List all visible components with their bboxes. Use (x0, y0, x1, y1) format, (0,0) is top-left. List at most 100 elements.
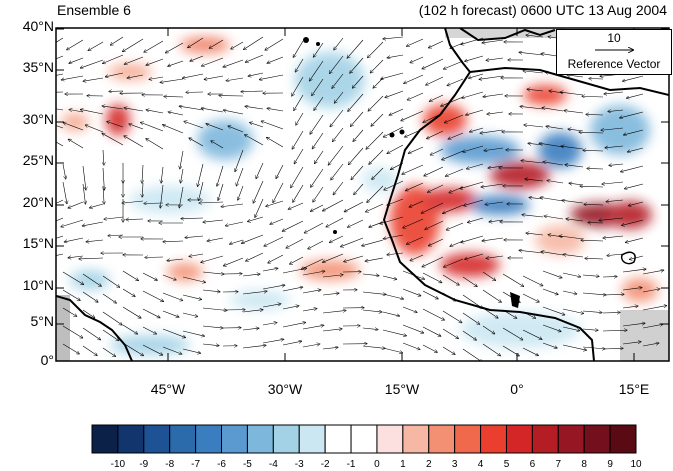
wind-vector (602, 294, 624, 295)
wind-vector (262, 323, 277, 326)
island (316, 42, 320, 46)
wind-vector (202, 290, 220, 292)
wind-vector (163, 125, 184, 134)
wind-vector (282, 220, 304, 231)
wind-vector (122, 200, 144, 203)
wind-vector (242, 328, 259, 331)
wind-vector (253, 180, 264, 203)
wind-vector (642, 270, 664, 275)
wind-vector (211, 141, 224, 149)
wind-vector (80, 109, 104, 115)
wind-vector (209, 39, 224, 48)
wind-vector (61, 75, 84, 80)
wind-vector (382, 329, 406, 336)
wind-vector (63, 123, 84, 131)
wind-vector (164, 96, 184, 97)
wind-vector (259, 74, 284, 80)
wind-vector (383, 36, 404, 39)
wind-vector (267, 56, 284, 63)
wind-vector (61, 219, 84, 227)
wind-vector (383, 126, 404, 137)
wind-vector (354, 183, 364, 195)
wind-vector (198, 163, 204, 186)
wind-vector (502, 327, 523, 340)
anomaly-patch (440, 253, 500, 277)
wind-vector (334, 91, 344, 103)
wind-vector (265, 38, 284, 50)
wind-vector (122, 270, 138, 280)
wind-vector (542, 324, 561, 331)
wind-vector (103, 54, 124, 63)
wind-vector (562, 308, 584, 314)
wind-vector (242, 234, 264, 243)
wind-vector (567, 75, 584, 78)
anomaly-patch (61, 113, 89, 131)
wind-vector (524, 125, 544, 128)
wind-vector (586, 114, 604, 115)
wind-vector (382, 293, 403, 299)
wind-vector (447, 78, 464, 86)
colorbar-label: -6 (217, 459, 226, 470)
wind-vector (235, 149, 244, 172)
wind-vector (583, 150, 604, 151)
wind-vector (466, 109, 484, 115)
wind-vector (302, 325, 324, 330)
wind-vector (445, 114, 464, 123)
colorbar-label: 4 (477, 459, 484, 470)
wind-vector (221, 203, 244, 207)
wind-vector (202, 307, 227, 310)
anomaly-patch (535, 225, 585, 255)
missing-data-region (56, 295, 70, 361)
wind-vector (202, 325, 223, 328)
wind-vector (428, 184, 444, 192)
wind-vector (344, 201, 364, 212)
wind-vector (242, 310, 263, 313)
wind-vector (90, 203, 104, 208)
colorbar-label: -7 (191, 459, 201, 470)
wind-vector (353, 129, 364, 141)
wind-vector (539, 143, 564, 148)
wind-vector (502, 273, 524, 286)
wind-vector (189, 253, 204, 256)
colorbar-swatch (324, 424, 352, 454)
wind-vector (424, 166, 444, 176)
wind-vector (362, 309, 382, 312)
wind-vector (56, 108, 64, 111)
wind-vector (370, 59, 384, 73)
wind-vector (282, 268, 307, 274)
wind-vector (547, 180, 564, 184)
wind-vector (408, 146, 424, 153)
colorbar-swatch (583, 424, 611, 454)
wind-vector (162, 346, 182, 354)
wind-vector (621, 165, 644, 172)
wind-vector (599, 217, 624, 220)
mediterranean-coast (469, 66, 669, 96)
wind-vector (601, 127, 624, 130)
wind-vector (181, 168, 184, 183)
wind-vector (348, 93, 364, 111)
wind-vector (322, 329, 342, 332)
wind-vector (624, 129, 644, 135)
lon-tick-label: 30°W (267, 381, 303, 397)
plot-title-right: (102 h forecast) 0600 UTC 13 Aug 2004 (418, 2, 667, 18)
wind-vector (422, 58, 444, 69)
wind-vector (199, 181, 204, 200)
wind-vector (442, 310, 462, 323)
wind-vector (407, 38, 424, 46)
wind-vector (561, 146, 584, 150)
wind-vector (460, 181, 484, 189)
wind-vector (461, 235, 484, 242)
colorbar-swatch (428, 424, 456, 454)
wind-vector (465, 55, 484, 61)
wind-vector (282, 306, 299, 310)
wind-vector (107, 122, 124, 128)
wind-vector (482, 343, 500, 356)
wind-vector (295, 58, 304, 72)
wind-vector (56, 141, 64, 147)
wind-vector (64, 237, 84, 242)
wind-vector (365, 257, 384, 261)
lon-tick-label: 15°E (618, 381, 650, 397)
wind-vector (402, 164, 424, 174)
wind-vector (68, 256, 84, 258)
wind-vector (522, 275, 543, 286)
